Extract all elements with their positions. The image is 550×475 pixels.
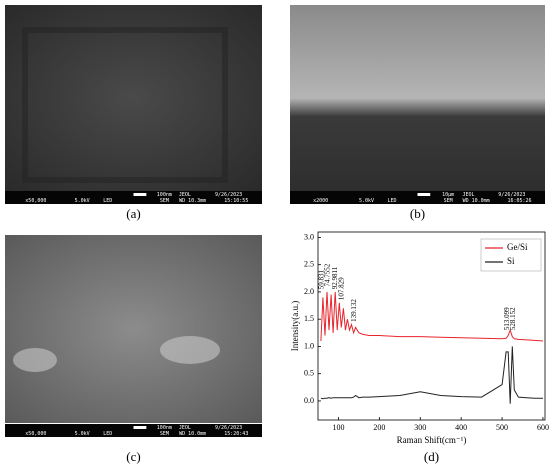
- sem-image: [290, 5, 545, 191]
- y-tick-label: 2.0: [304, 287, 314, 296]
- info-text: SEM: [160, 198, 169, 204]
- sem-feature: [160, 336, 220, 364]
- info-text: JEOL: [179, 192, 191, 198]
- y-axis-label: Intensity(a.u.): [290, 301, 300, 351]
- x-tick-label: 100: [332, 423, 344, 432]
- legend-label: Si: [507, 256, 515, 266]
- annotation: 528.152: [509, 307, 517, 330]
- panel-label: (d): [424, 449, 439, 464]
- info-bar: [290, 191, 545, 204]
- y-tick-label: 3.0: [304, 232, 314, 241]
- sem-image: [5, 5, 262, 191]
- info-text: 5.0kV: [75, 431, 90, 437]
- info-bar: [5, 424, 262, 437]
- info-text: SEM: [444, 198, 453, 204]
- info-text: 16:05:26: [507, 198, 531, 204]
- annotation: 107.829: [337, 277, 345, 300]
- info-text: 100nm: [157, 425, 172, 431]
- series-line: [320, 346, 543, 404]
- info-text: 9/26/2023: [498, 192, 525, 198]
- scale-bar: [133, 193, 147, 196]
- series-line: [320, 291, 544, 342]
- info-text: 9/26/2023: [215, 425, 242, 431]
- scale-bar: [133, 426, 147, 429]
- y-tick-label: 2.5: [304, 260, 314, 269]
- legend-frame: [480, 238, 542, 272]
- info-text: 9/26/2023: [215, 192, 242, 198]
- info-text: x50,000: [25, 431, 46, 437]
- info-text: WD 10.0mm: [179, 431, 206, 437]
- x-tick-label: 500: [496, 423, 508, 432]
- legend-label: Ge/Si: [507, 242, 528, 252]
- annotation: 92.9811: [331, 266, 339, 289]
- plot-frame: [317, 231, 546, 421]
- info-text: JEOL: [462, 192, 474, 198]
- info-text: WD 10.3mm: [179, 198, 206, 204]
- panel-label: (b): [410, 206, 425, 221]
- x-axis-label: Raman Shift(cm⁻¹): [397, 435, 467, 445]
- panel-label: (a): [126, 206, 140, 221]
- info-text: LED: [387, 198, 396, 204]
- y-tick-label: 0.5: [304, 369, 314, 378]
- info-text: 5.0kV: [359, 198, 374, 204]
- sem-image: [5, 235, 262, 423]
- y-tick-label: 1.0: [304, 341, 314, 350]
- x-tick-label: 400: [455, 423, 467, 432]
- info-text: LED: [103, 198, 112, 204]
- info-text: 100nm: [157, 192, 172, 198]
- annotation: 59.831: [318, 269, 326, 289]
- sem-feature: [22, 27, 228, 183]
- panel-label: (c): [126, 449, 140, 464]
- info-text: 15:20:43: [224, 431, 248, 437]
- info-text: SEM: [160, 431, 169, 437]
- annotation: 513.099: [503, 307, 511, 330]
- info-text: x50,000: [25, 198, 46, 204]
- info-text: 10μm: [442, 192, 454, 198]
- annotation: 139.132: [350, 299, 358, 322]
- x-tick-label: 200: [373, 423, 385, 432]
- info-text: 5.0kV: [75, 198, 90, 204]
- sem-feature: [13, 348, 57, 372]
- info-text: LED: [103, 431, 112, 437]
- x-tick-label: 300: [414, 423, 426, 432]
- info-text: JEOL: [179, 425, 191, 431]
- y-tick-label: 0.0: [304, 396, 314, 405]
- info-text: WD 10.0mm: [463, 198, 490, 204]
- info-text: x2000: [313, 198, 328, 204]
- scale-bar: [417, 193, 431, 196]
- info-bar: [5, 191, 262, 204]
- x-tick-label: 600: [537, 423, 549, 432]
- y-tick-label: 1.5: [304, 314, 314, 323]
- annotation: 74.7552: [324, 263, 332, 286]
- info-text: 15:10:55: [224, 198, 248, 204]
